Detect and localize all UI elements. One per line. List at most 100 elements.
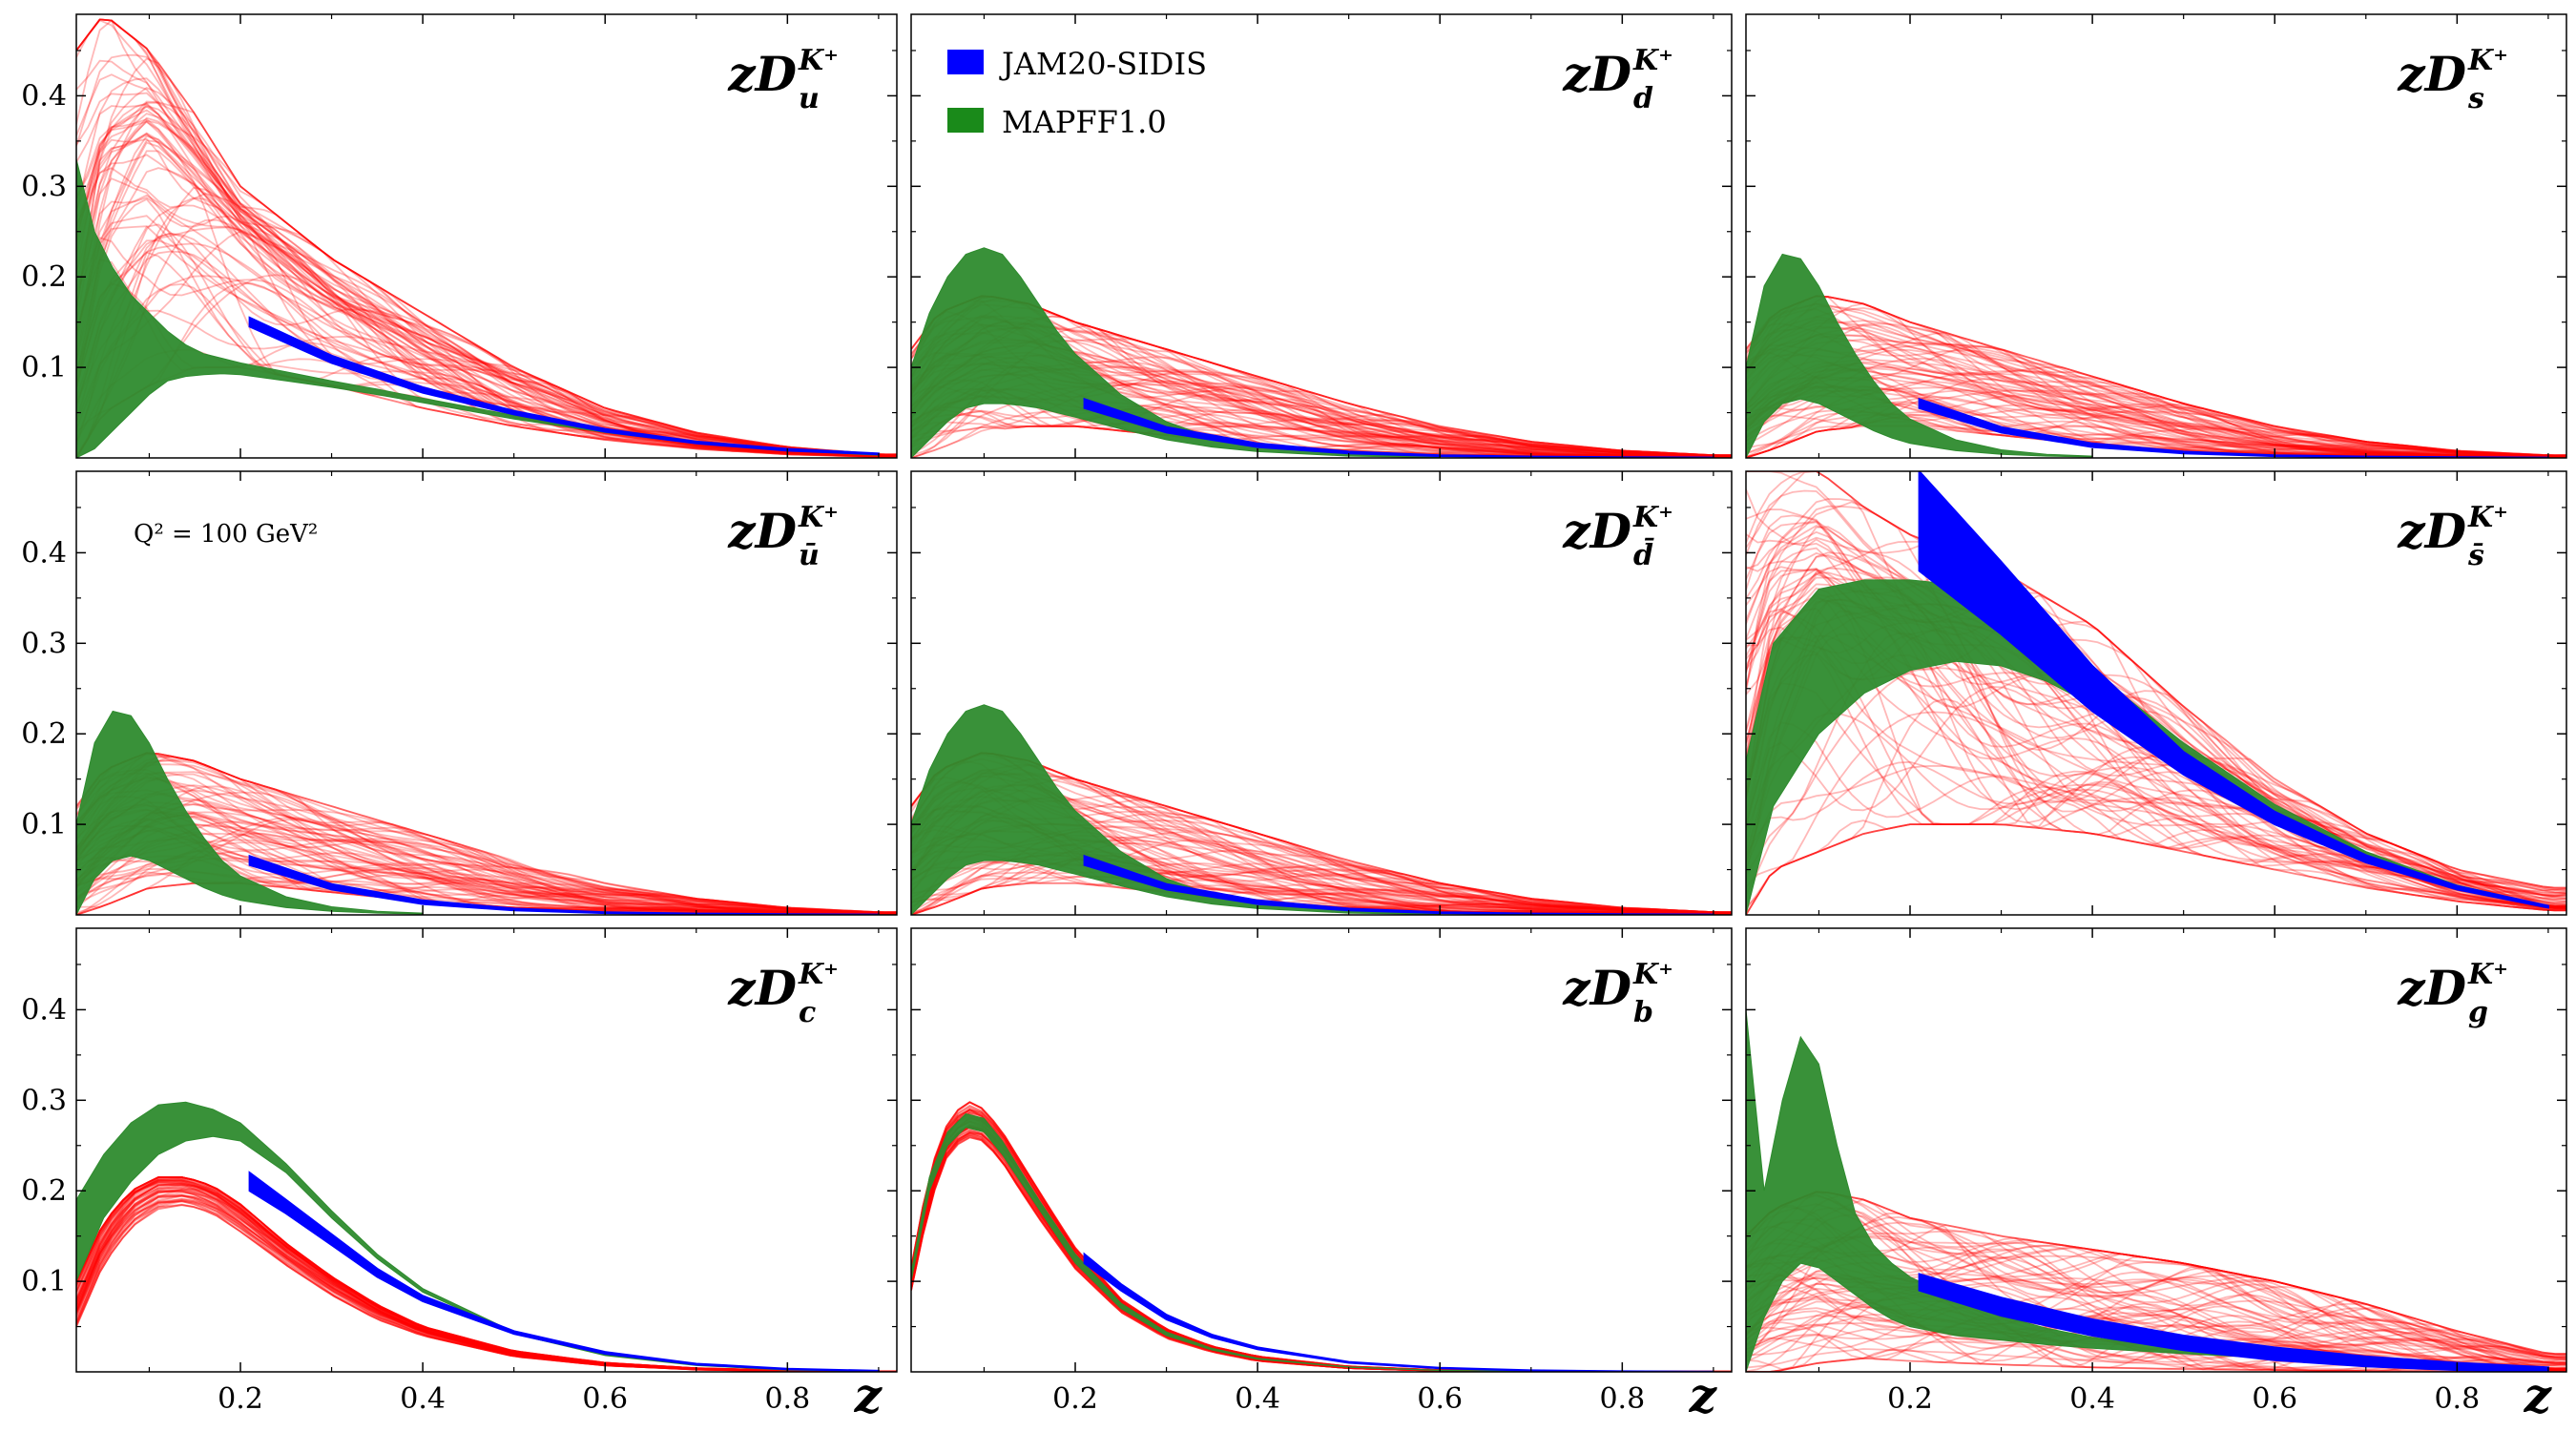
x-axis-label: z: [1689, 1367, 1718, 1423]
x-axis-label: z: [2524, 1367, 2553, 1423]
replica-curve: [1746, 1212, 2566, 1356]
replica-curve: [911, 1124, 1732, 1372]
replica-curve: [76, 1194, 897, 1372]
replica-curve: [911, 1130, 1732, 1372]
replica-curve: [1746, 331, 2566, 458]
mapff-band: [76, 1101, 880, 1372]
replica-curve: [1746, 367, 2566, 458]
q2-annotation: Q² = 100 GeV²: [134, 520, 318, 549]
replica-curve: [1746, 1234, 2566, 1364]
replica-curve: [76, 752, 897, 914]
x-tick-label: 0.6: [582, 1382, 628, 1416]
replica-curve: [911, 1110, 1732, 1372]
replica-curve: [76, 225, 897, 458]
replica-curve: [76, 841, 897, 915]
replica-curve: [76, 798, 897, 915]
y-tick-label: 0.2: [21, 260, 67, 294]
replica-curve: [76, 808, 897, 915]
replica-curve: [76, 1184, 897, 1372]
panel-title-superscript: K⁺: [1632, 958, 1673, 991]
replica-curve: [911, 1132, 1732, 1372]
replica-curve: [1746, 1275, 2566, 1371]
replica-curve: [1746, 381, 2566, 458]
replica-curve: [911, 1101, 1732, 1372]
panel-frame: [75, 927, 898, 1373]
replica-curve: [911, 1108, 1732, 1372]
replica-curve: [911, 752, 1732, 914]
replica-curve: [76, 832, 897, 915]
replica-curve: [911, 1120, 1732, 1372]
replica-curve: [911, 1106, 1732, 1372]
replica-curve: [76, 813, 897, 915]
legend-swatch-jam: [947, 50, 984, 74]
replica-curve: [76, 1176, 897, 1372]
replica-curve: [1746, 587, 2566, 910]
panel-frame: [75, 470, 898, 916]
replica-curve: [76, 194, 897, 457]
replica-curve: [76, 793, 897, 914]
legend-label-mapff: MAPFF1.0: [1002, 104, 1167, 140]
replica-curve: [1746, 306, 2566, 457]
panel-title-subscript: ū: [799, 539, 820, 572]
replica-curve: [76, 823, 897, 915]
replica-curve: [1746, 385, 2566, 458]
replica-curve: [911, 295, 1732, 457]
replica-curve: [1746, 1302, 2566, 1372]
replica-curve: [76, 251, 897, 458]
replica-curve: [76, 809, 897, 915]
replica-curve: [911, 1123, 1732, 1372]
replica-curve: [76, 1186, 897, 1372]
replica-curve: [76, 763, 897, 914]
replica-curve: [1746, 345, 2566, 458]
replica-curve: [1746, 319, 2566, 457]
replica-curve: [1746, 343, 2566, 458]
replica-curve: [911, 1134, 1732, 1372]
replica-curve: [76, 18, 897, 456]
replica-curve: [76, 829, 897, 915]
replica-curve: [911, 1109, 1732, 1372]
replica-curve: [911, 1126, 1732, 1372]
replica-curve: [1746, 358, 2566, 458]
replica-curve: [911, 1101, 1732, 1372]
replica-curve: [76, 103, 897, 457]
replica-curve: [911, 1120, 1732, 1372]
replica-curve: [911, 752, 1732, 914]
panel-frame: [1745, 13, 2567, 459]
replica-curve: [1746, 365, 2566, 458]
replica-curve: [1746, 363, 2566, 458]
jam-band: [248, 1171, 880, 1372]
replica-curve: [76, 1190, 897, 1372]
x-tick-label: 0.2: [1887, 1382, 1933, 1416]
x-tick-label: 0.2: [218, 1382, 263, 1416]
replica-curve: [76, 753, 897, 914]
panel-title: zD: [727, 503, 797, 559]
panel-7: 0.1 0.2 0.3 0.4 0.2 0.4 0.6 0.8 z zD c K⁺: [21, 927, 898, 1423]
replica-curve: [911, 1109, 1732, 1372]
replica-curve: [1746, 376, 2566, 458]
panel-plot-area: [911, 704, 1732, 915]
replica-curve: [76, 1176, 897, 1372]
legend: JAM20-SIDIS MAPFF1.0: [947, 46, 1207, 140]
replica-curve: [1746, 1235, 2566, 1360]
jam-band: [1083, 1252, 1714, 1372]
panel-title-subscript: s: [2467, 82, 2484, 115]
replica-curve: [76, 120, 897, 458]
replica-curve: [76, 282, 897, 458]
replica-curve: [911, 1131, 1732, 1372]
replica-curve: [76, 789, 897, 914]
x-tick-label: 0.4: [400, 1382, 446, 1416]
replica-curve: [1746, 369, 2566, 458]
replica-curve: [1746, 305, 2566, 457]
replica-curve: [1746, 1198, 2566, 1356]
replica-curve: [76, 1192, 897, 1372]
replica-curve: [911, 1107, 1732, 1372]
replica-curve: [1746, 295, 2566, 457]
replica-curve: [76, 776, 897, 914]
panel-title-superscript: K⁺: [1632, 501, 1673, 534]
replica-curve: [1746, 320, 2566, 458]
replica-curve: [76, 818, 897, 915]
replica-curve: [911, 1126, 1732, 1372]
replica-curve: [76, 223, 897, 458]
replica-curve: [76, 752, 897, 914]
